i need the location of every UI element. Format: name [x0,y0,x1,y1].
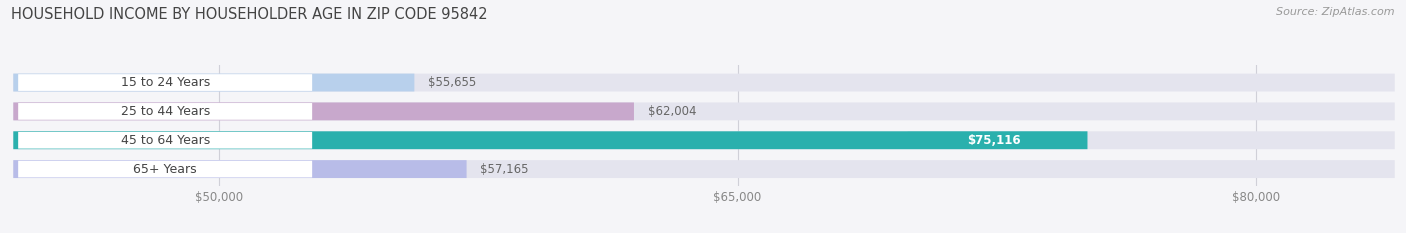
FancyBboxPatch shape [18,161,312,178]
Text: 65+ Years: 65+ Years [134,163,197,176]
Text: $57,165: $57,165 [481,163,529,176]
FancyBboxPatch shape [18,74,312,91]
FancyBboxPatch shape [13,160,1395,178]
FancyBboxPatch shape [13,103,634,120]
FancyBboxPatch shape [13,74,415,92]
Text: $75,116: $75,116 [967,134,1021,147]
FancyBboxPatch shape [13,74,1395,92]
FancyBboxPatch shape [13,103,1395,120]
Text: 15 to 24 Years: 15 to 24 Years [121,76,209,89]
FancyBboxPatch shape [13,131,1087,149]
Text: 45 to 64 Years: 45 to 64 Years [121,134,209,147]
Text: $62,004: $62,004 [648,105,696,118]
Text: Source: ZipAtlas.com: Source: ZipAtlas.com [1277,7,1395,17]
FancyBboxPatch shape [18,132,312,149]
FancyBboxPatch shape [13,160,467,178]
FancyBboxPatch shape [13,131,1395,149]
Text: HOUSEHOLD INCOME BY HOUSEHOLDER AGE IN ZIP CODE 95842: HOUSEHOLD INCOME BY HOUSEHOLDER AGE IN Z… [11,7,488,22]
Text: 25 to 44 Years: 25 to 44 Years [121,105,209,118]
Text: $55,655: $55,655 [429,76,477,89]
FancyBboxPatch shape [18,103,312,120]
FancyBboxPatch shape [908,132,1081,149]
